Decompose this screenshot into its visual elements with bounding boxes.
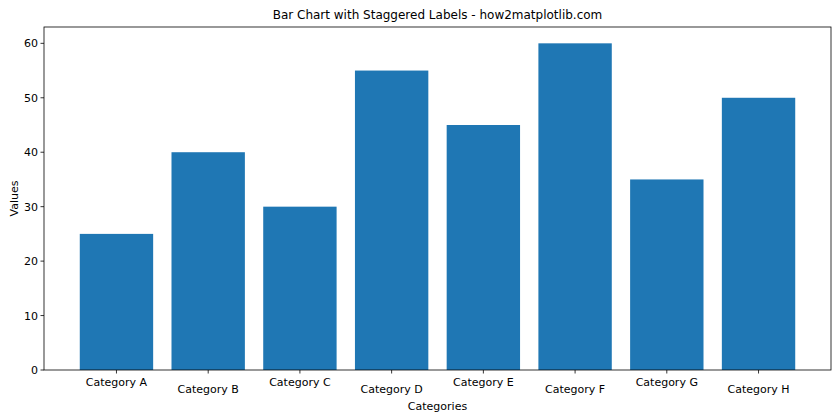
x-tick-label: Category A — [86, 376, 148, 389]
bar — [355, 71, 428, 370]
y-tick-label: 60 — [24, 37, 38, 50]
x-tick — [299, 370, 300, 374]
chart-svg: 0 10 20 30 40 50 60 Category A Category B Categor… — [0, 0, 840, 420]
y-tick — [41, 206, 45, 207]
x-tick — [575, 370, 576, 374]
bar — [171, 152, 244, 370]
y-tick — [41, 370, 45, 371]
x-tick — [483, 370, 484, 374]
y-tick-label: 0 — [31, 364, 38, 377]
y-tick-label: 20 — [24, 255, 38, 268]
x-tick — [391, 370, 392, 374]
y-tick — [41, 43, 45, 44]
bar — [263, 207, 336, 370]
x-tick-label: Category C — [269, 376, 331, 389]
x-tick-label: Category E — [453, 376, 514, 389]
x-tick-label: Category F — [545, 383, 605, 396]
x-tick — [208, 370, 209, 374]
y-tick-label: 40 — [24, 146, 38, 159]
y-tick — [41, 315, 45, 316]
bar — [538, 43, 611, 370]
x-axis-label: Categories — [408, 400, 468, 413]
y-tick — [41, 97, 45, 98]
background — [0, 0, 840, 420]
title: Bar Chart with Staggered Labels - how2ma… — [273, 8, 603, 22]
y-tick — [41, 261, 45, 262]
x-tick — [116, 370, 117, 374]
bar — [80, 234, 153, 370]
x-tick-label: Category D — [361, 383, 423, 396]
bars — [80, 43, 795, 370]
bar — [630, 179, 703, 370]
x-tick-label: Category G — [636, 376, 698, 389]
bar — [447, 125, 520, 370]
y-tick-label: 30 — [24, 201, 38, 214]
y-tick-label: 50 — [24, 92, 38, 105]
plot-frame — [44, 27, 831, 370]
x-tick — [666, 370, 667, 374]
chart-container: 0 10 20 30 40 50 60 Category A Category B Categor… — [0, 0, 840, 420]
x-tick-label: Category B — [178, 383, 239, 396]
x-tick — [758, 370, 759, 374]
x-tick-label: Category H — [728, 383, 790, 396]
bar — [722, 98, 795, 370]
y-axis-label: Values — [8, 180, 21, 216]
y-tick-label: 10 — [24, 310, 38, 323]
y-tick — [41, 152, 45, 153]
